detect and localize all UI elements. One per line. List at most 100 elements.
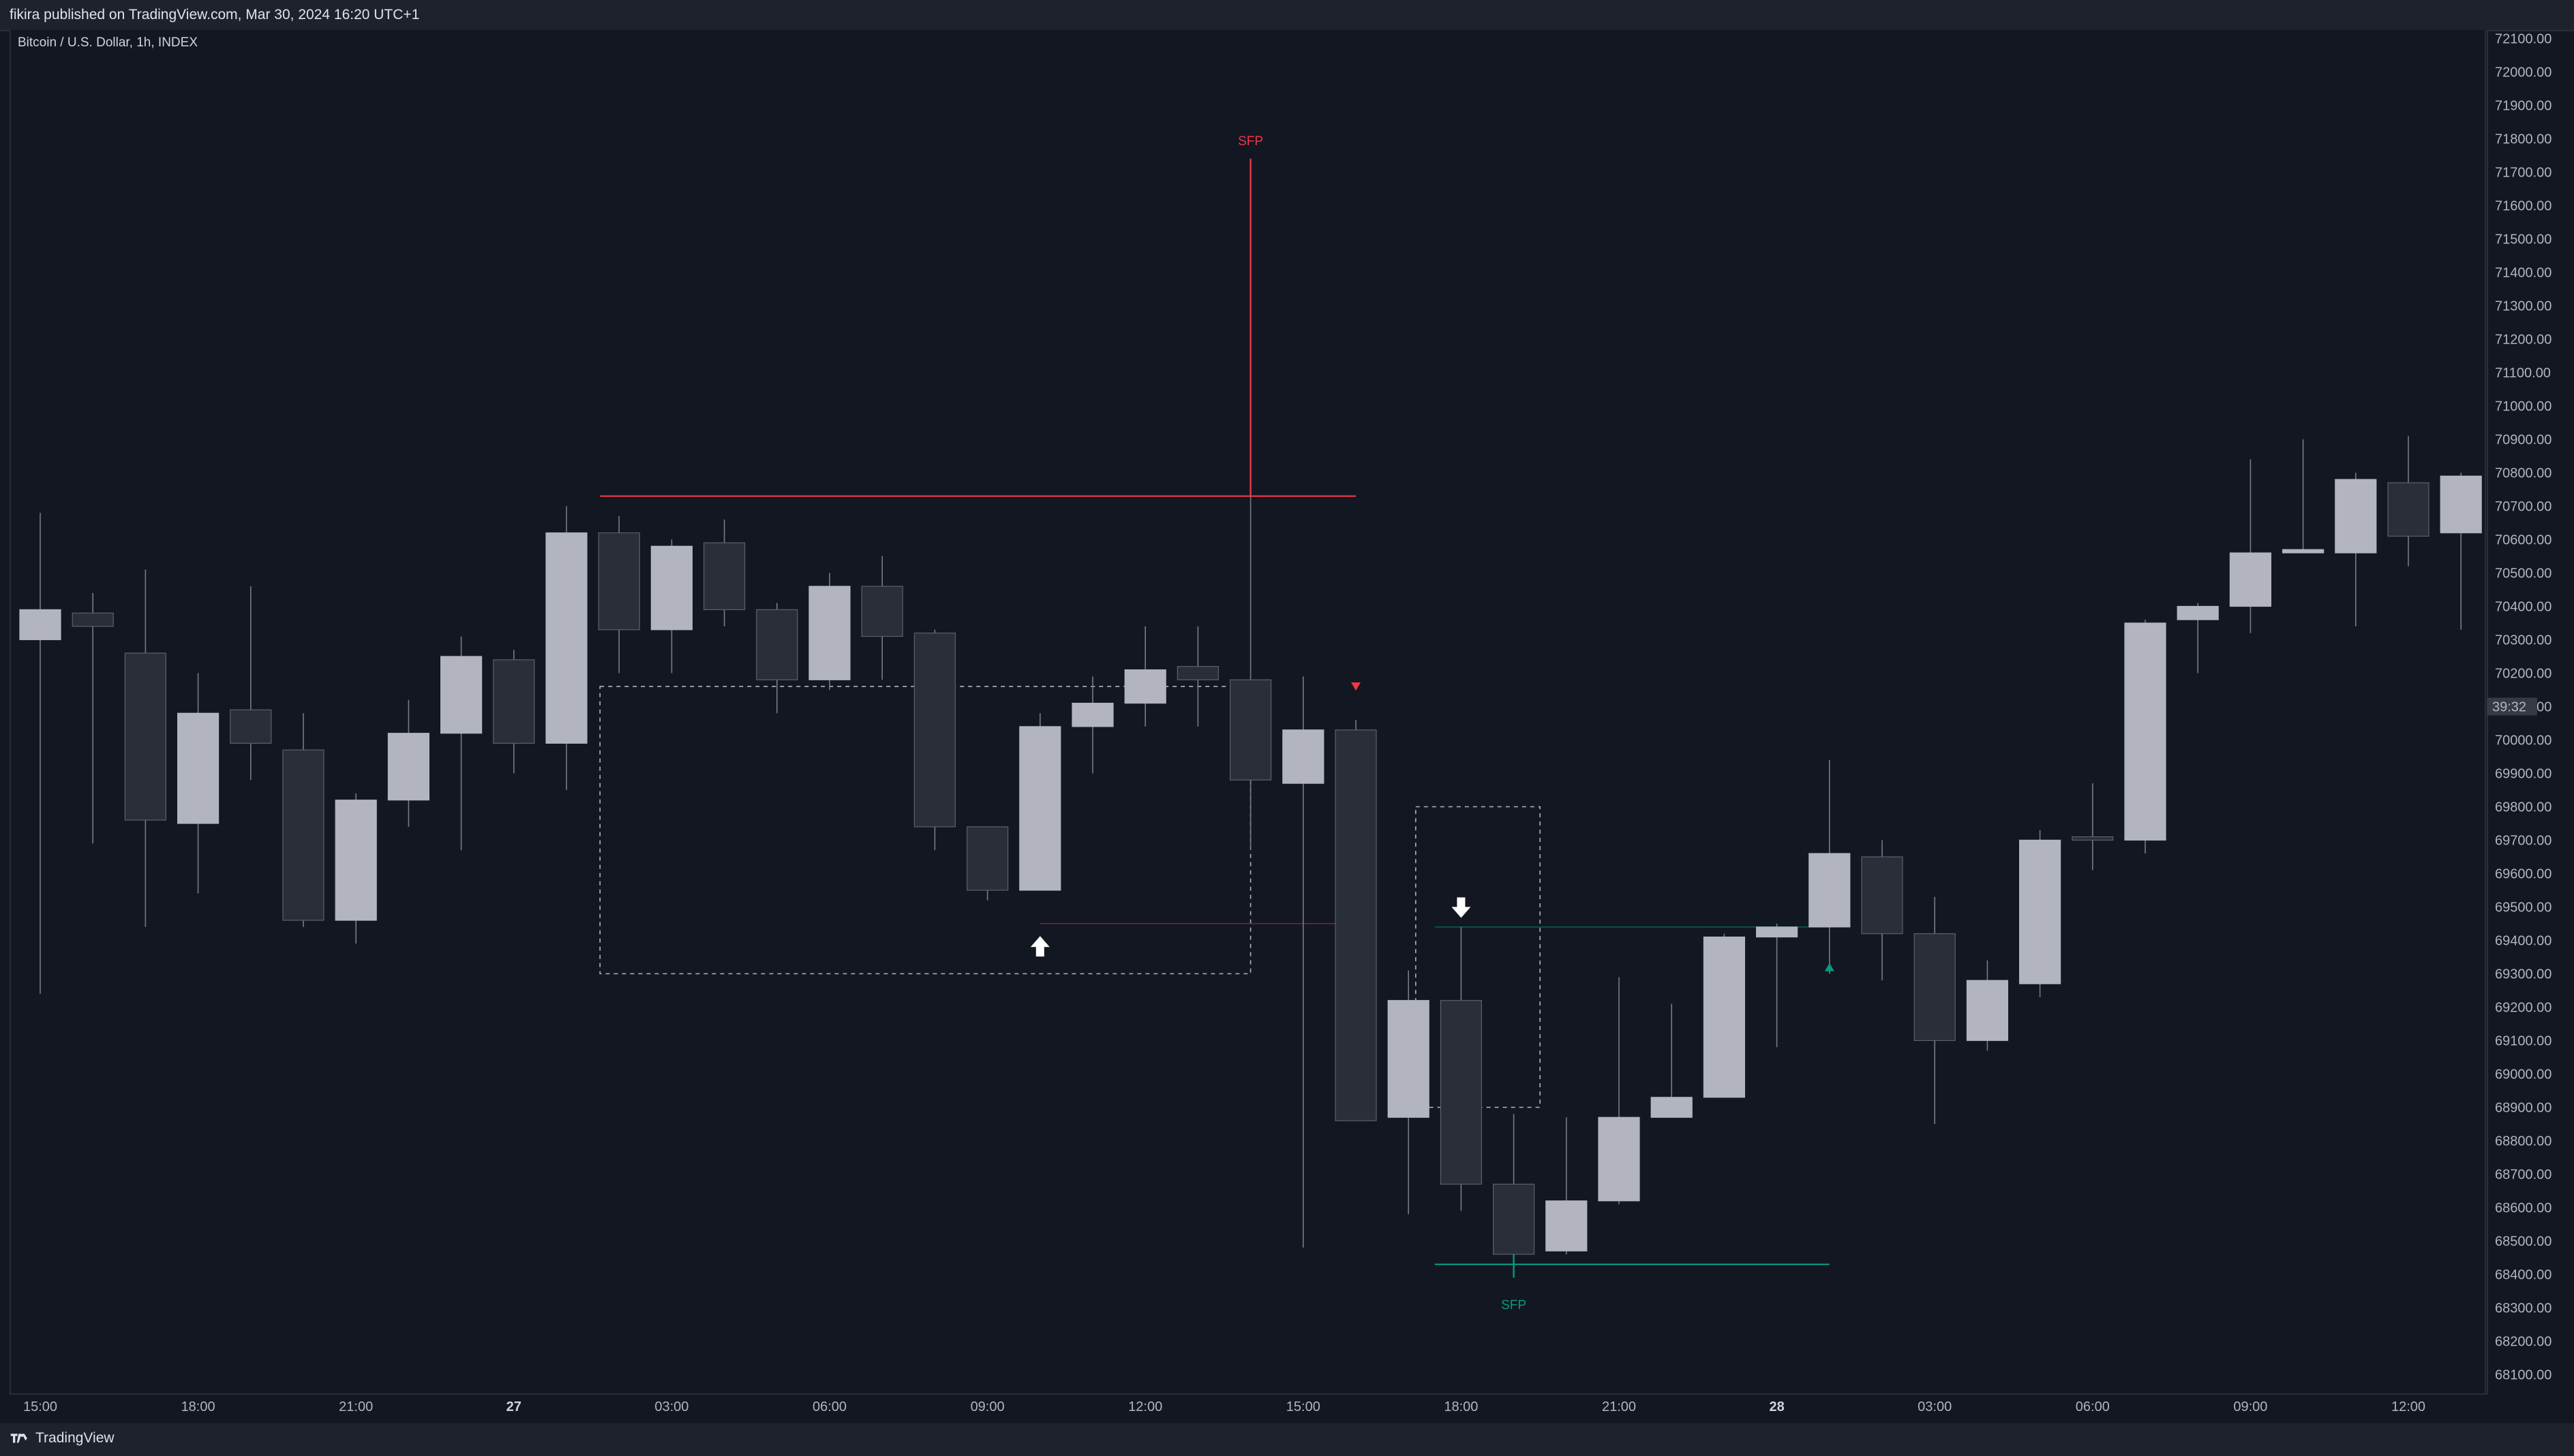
y-tick-label: 69000.00	[2495, 1067, 2552, 1082]
candle-body	[2440, 475, 2482, 534]
y-tick-label: 69100.00	[2495, 1034, 2552, 1049]
x-tick-label: 15:00	[23, 1399, 57, 1414]
brand-name: TradingView	[35, 1430, 115, 1446]
candle-body	[966, 826, 1009, 891]
candle-body	[1493, 1183, 1535, 1255]
candle-body	[72, 612, 114, 627]
candle-body	[19, 609, 61, 641]
green-triangle-up-icon	[1824, 962, 1834, 971]
candle-body	[650, 545, 693, 631]
x-tick-label: 03:00	[1918, 1399, 1952, 1414]
candle-body	[545, 532, 588, 744]
x-tick-label: 21:00	[339, 1399, 373, 1414]
footer-bar	[0, 1423, 2574, 1456]
y-tick-label: 71800.00	[2495, 132, 2552, 147]
tradingview-brand[interactable]: TradingView	[10, 1430, 115, 1446]
tradingview-logo-icon	[10, 1434, 27, 1443]
y-tick-label: 71400.00	[2495, 266, 2552, 281]
candle-body	[1861, 856, 1903, 935]
candle-body	[2229, 552, 2271, 607]
candle-body	[2019, 839, 2061, 984]
candle-body	[1808, 853, 1851, 928]
candle-body	[1335, 729, 1377, 1121]
candle-body	[598, 532, 640, 631]
y-tick-label: 70800.00	[2495, 466, 2552, 481]
candle-body	[1966, 980, 2008, 1042]
y-tick-label: 71500.00	[2495, 232, 2552, 247]
candle-body	[387, 733, 430, 801]
y-tick-label: 69200.00	[2495, 1001, 2552, 1016]
candle-body	[2072, 836, 2114, 841]
y-tick-label: 69800.00	[2495, 800, 2552, 815]
symbol-title: Bitcoin / U.S. Dollar, 1h, INDEX	[18, 35, 198, 50]
x-tick-label: 09:00	[2233, 1399, 2267, 1414]
candle-body	[756, 609, 798, 680]
candle-body	[808, 586, 851, 680]
y-tick-label: 71200.00	[2495, 333, 2552, 348]
candle-body	[1703, 936, 1745, 1098]
x-tick-label: 18:00	[1444, 1399, 1478, 1414]
x-tick-label: 03:00	[654, 1399, 688, 1414]
y-tick-label: 68300.00	[2495, 1301, 2552, 1316]
candle-body	[177, 712, 219, 824]
candle-body	[1387, 1000, 1429, 1118]
y-tick-label: 68200.00	[2495, 1335, 2552, 1350]
y-tick-label: 69600.00	[2495, 867, 2552, 882]
sfp-bottom-label: SFP	[1501, 1298, 1526, 1312]
arrow-up-icon	[1030, 936, 1050, 957]
y-tick-label: 68400.00	[2495, 1268, 2552, 1283]
candle-body	[1545, 1200, 1588, 1252]
y-tick-label: 68900.00	[2495, 1101, 2552, 1116]
y-tick-label: 70400.00	[2495, 600, 2552, 615]
y-tick-label: 69500.00	[2495, 900, 2552, 915]
y-tick-label: 70200.00	[2495, 667, 2552, 682]
countdown-box	[2487, 697, 2537, 716]
y-tick-label: 71300.00	[2495, 299, 2552, 314]
candle-body	[124, 652, 166, 821]
candle-body	[335, 800, 377, 921]
candle-body	[1913, 933, 1956, 1042]
candle-body	[230, 709, 272, 744]
y-tick-label: 70500.00	[2495, 566, 2552, 581]
candle-body	[1756, 926, 1798, 938]
candle-body	[1124, 669, 1166, 704]
candle-body	[282, 749, 324, 921]
y-tick-label: 70600.00	[2495, 533, 2552, 548]
candle-body	[2177, 605, 2219, 620]
chart-canvas[interactable]: 72100.00 72000.00 71900.00 71800.00 71700.00…	[0, 0, 2574, 1423]
x-tick-label: 28	[1769, 1399, 1784, 1414]
y-tick-label: 71000.00	[2495, 399, 2552, 414]
candle-body	[2124, 622, 2166, 841]
candle-body	[2335, 479, 2377, 553]
candle-body	[2387, 482, 2429, 537]
y-tick-label: 69300.00	[2495, 967, 2552, 982]
y-tick-label: 68700.00	[2495, 1168, 2552, 1183]
candle-body	[1440, 1000, 1482, 1185]
y-tick-label: 69900.00	[2495, 767, 2552, 782]
x-tick-label: 18:00	[181, 1399, 215, 1414]
candle-body	[493, 659, 535, 744]
candle-body	[1072, 702, 1114, 727]
x-tick-label: 06:00	[2076, 1399, 2110, 1414]
x-tick-label: 12:00	[2391, 1399, 2425, 1414]
y-tick-label: 70300.00	[2495, 633, 2552, 648]
y-tick-label: 69700.00	[2495, 834, 2552, 849]
candle-body	[1650, 1097, 1693, 1118]
countdown-label: 39:32	[2492, 700, 2526, 715]
x-tick-label: 09:00	[971, 1399, 1005, 1414]
y-tick-label: 72100.00	[2495, 32, 2552, 47]
x-tick-label: 12:00	[1128, 1399, 1162, 1414]
y-tick-label: 71600.00	[2495, 199, 2552, 214]
y-tick-label: 69400.00	[2495, 934, 2552, 949]
publish-text: fikira published on TradingView.com, Mar…	[10, 7, 420, 22]
y-tick-label: 70000.00	[2495, 733, 2552, 748]
y-tick-label: 70700.00	[2495, 500, 2552, 515]
y-tick-label: 68600.00	[2495, 1201, 2552, 1216]
candle-body	[2282, 549, 2325, 553]
x-tick-label: 21:00	[1602, 1399, 1636, 1414]
y-tick-label: 71900.00	[2495, 99, 2552, 114]
candle-body	[861, 586, 903, 637]
candle-body	[440, 656, 483, 734]
x-tick-label: 27	[506, 1399, 521, 1414]
x-tick-label: 15:00	[1286, 1399, 1320, 1414]
